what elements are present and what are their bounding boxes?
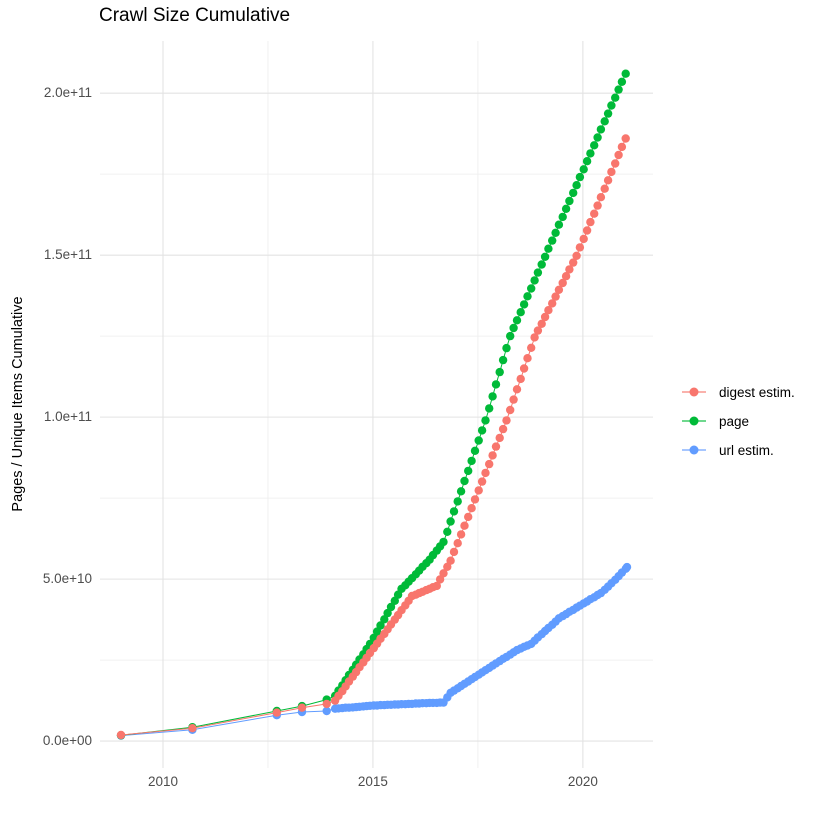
legend-key-line-point-icon [682, 387, 706, 397]
legend-item-url-estim: url estim. [682, 441, 795, 459]
y-tick-label: 1.5e+11 [43, 247, 92, 263]
series-url-estim [116, 562, 632, 740]
chart-title: Crawl Size Cumulative [99, 5, 291, 26]
series-digest-estim [116, 134, 630, 740]
series-digest-estim-points [116, 134, 630, 740]
y-tick-label: 1.0e+11 [43, 409, 92, 425]
y-axis-title: Pages / Unique Items Cumulative [10, 296, 26, 512]
legend-key-line-point-icon [682, 445, 706, 455]
y-tick-label: 2.0e+11 [43, 85, 92, 101]
legend-item-digest-estim: digest estim. [682, 383, 795, 401]
gridlines-major [100, 41, 653, 768]
legend-item-label: digest estim. [719, 384, 795, 400]
legend-item-page: page [682, 412, 795, 430]
x-tick-label: 2010 [147, 774, 178, 789]
series-url-estim-points [116, 562, 632, 740]
legend-key-line-point-icon [682, 416, 706, 426]
y-tick-label: 0.0e+00 [42, 733, 92, 749]
x-tick-label: 2015 [357, 774, 388, 789]
x-tick-label: 2020 [567, 774, 598, 789]
legend: digest estim. page url estim. [682, 383, 795, 459]
y-tick-label: 5.0e+10 [42, 571, 92, 587]
gridlines-minor [100, 41, 653, 768]
legend-item-label: page [719, 413, 750, 429]
legend-item-label: url estim. [719, 442, 774, 458]
